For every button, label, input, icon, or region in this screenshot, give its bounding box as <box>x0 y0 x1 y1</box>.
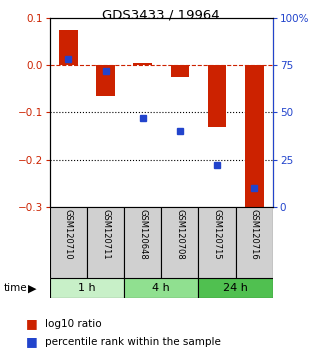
Text: 4 h: 4 h <box>152 283 170 293</box>
Bar <box>208 65 226 127</box>
Bar <box>50 207 87 278</box>
Bar <box>170 65 189 77</box>
Bar <box>245 65 264 210</box>
Bar <box>134 63 152 65</box>
Text: GSM120716: GSM120716 <box>250 209 259 260</box>
Text: GSM120708: GSM120708 <box>175 209 184 260</box>
Bar <box>87 207 124 278</box>
Text: 1 h: 1 h <box>78 283 96 293</box>
Text: ■: ■ <box>26 318 38 330</box>
Text: percentile rank within the sample: percentile rank within the sample <box>45 337 221 347</box>
Text: log10 ratio: log10 ratio <box>45 319 101 329</box>
Text: time: time <box>3 283 27 293</box>
Bar <box>198 207 236 278</box>
Bar <box>59 29 78 65</box>
Text: GSM120648: GSM120648 <box>138 209 147 260</box>
Bar <box>198 278 273 298</box>
Text: GSM120715: GSM120715 <box>213 209 221 260</box>
Text: 24 h: 24 h <box>223 283 248 293</box>
Bar <box>50 278 124 298</box>
Bar <box>161 207 198 278</box>
Bar <box>124 207 161 278</box>
Bar <box>124 278 198 298</box>
Text: ▶: ▶ <box>28 283 36 293</box>
Text: GSM120710: GSM120710 <box>64 209 73 260</box>
Text: ■: ■ <box>26 335 38 348</box>
Text: GDS3433 / 19964: GDS3433 / 19964 <box>102 9 219 22</box>
Text: GSM120711: GSM120711 <box>101 209 110 260</box>
Bar <box>236 207 273 278</box>
Bar <box>96 65 115 96</box>
